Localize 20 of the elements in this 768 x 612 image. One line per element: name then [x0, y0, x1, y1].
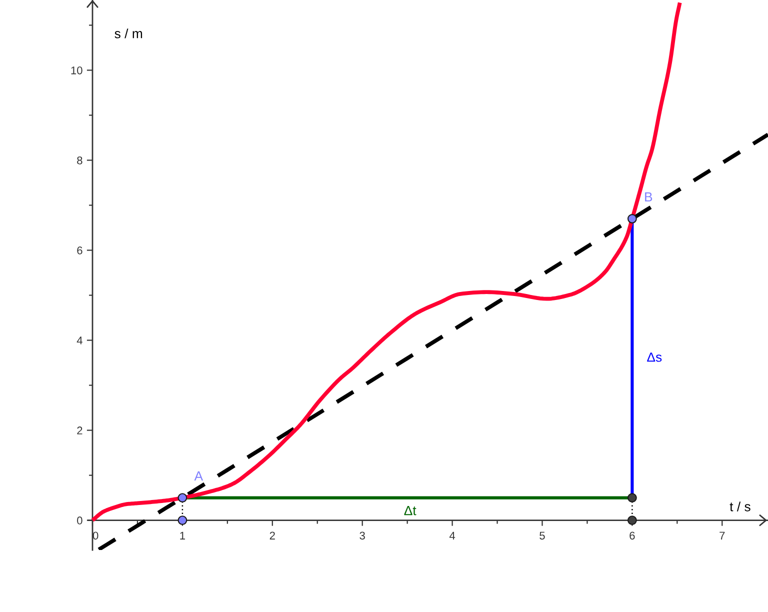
x-tick-label: 2	[270, 532, 275, 540]
x-axis-title: t / s	[730, 502, 750, 512]
x-tick-label: 5	[540, 532, 545, 540]
x-tick-label: 4	[449, 532, 456, 540]
y-tick-label: 10	[71, 66, 82, 74]
series-label: B	[645, 192, 652, 202]
y-tick-label: 0	[77, 516, 82, 524]
x-tick-label: 6	[630, 532, 635, 540]
y-tick-label: 2	[77, 426, 82, 434]
x-tick-label: 7	[720, 532, 725, 540]
x-tick-label: 1	[180, 532, 185, 540]
y-tick-label: 6	[77, 246, 82, 254]
x-tick-label: 0	[92, 532, 98, 540]
series-label: A	[194, 471, 204, 480]
y-axis-title: s / m	[114, 28, 142, 38]
y-tick-label: 8	[77, 156, 82, 164]
series-label: Δs	[647, 352, 662, 362]
x-tick-label: 3	[360, 532, 365, 540]
series-label: Δt	[404, 506, 416, 516]
y-tick-label: 4	[76, 336, 82, 344]
